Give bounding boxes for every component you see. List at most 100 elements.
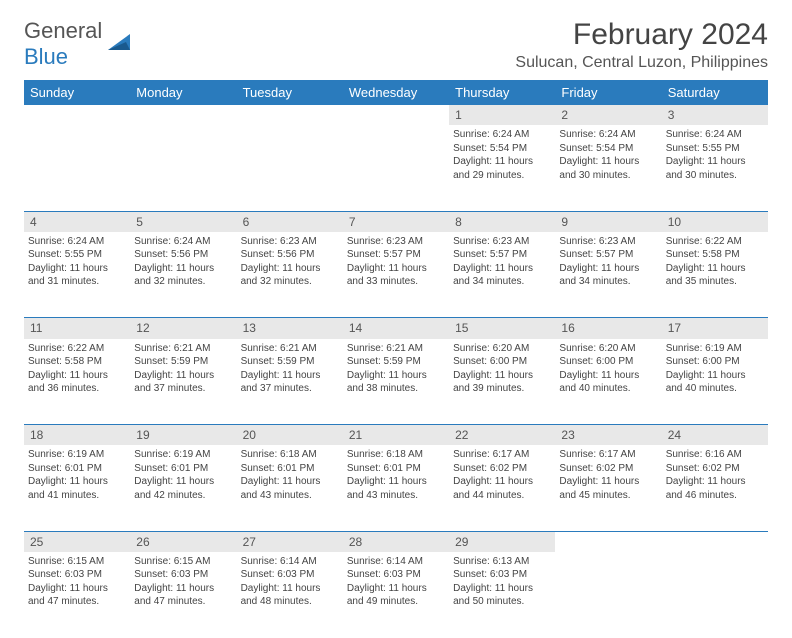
sunset-text: Sunset: 6:02 PM	[559, 462, 657, 476]
day-number-cell: 7	[343, 211, 449, 232]
title-block: February 2024 Sulucan, Central Luzon, Ph…	[515, 18, 768, 72]
daylight-text: Daylight: 11 hours and 37 minutes.	[134, 369, 232, 396]
sunset-text: Sunset: 5:59 PM	[347, 355, 445, 369]
daylight-text: Daylight: 11 hours and 49 minutes.	[347, 582, 445, 609]
sunrise-text: Sunrise: 6:17 AM	[453, 448, 551, 462]
daylight-text: Daylight: 11 hours and 33 minutes.	[347, 262, 445, 289]
sunrise-text: Sunrise: 6:22 AM	[666, 235, 764, 249]
daylight-text: Daylight: 11 hours and 42 minutes.	[134, 475, 232, 502]
day-data-cell: Sunrise: 6:23 AMSunset: 5:56 PMDaylight:…	[237, 232, 343, 318]
sunrise-text: Sunrise: 6:20 AM	[559, 342, 657, 356]
sunset-text: Sunset: 6:03 PM	[453, 568, 551, 582]
sunrise-text: Sunrise: 6:24 AM	[666, 128, 764, 142]
location-text: Sulucan, Central Luzon, Philippines	[515, 54, 768, 72]
day-data-cell: Sunrise: 6:18 AMSunset: 6:01 PMDaylight:…	[237, 445, 343, 531]
sunset-text: Sunset: 6:03 PM	[134, 568, 232, 582]
sunrise-text: Sunrise: 6:21 AM	[347, 342, 445, 356]
sunset-text: Sunset: 6:02 PM	[666, 462, 764, 476]
day-number-cell: 14	[343, 318, 449, 339]
day-data-cell: Sunrise: 6:13 AMSunset: 6:03 PMDaylight:…	[449, 552, 555, 638]
day-data-cell: Sunrise: 6:23 AMSunset: 5:57 PMDaylight:…	[449, 232, 555, 318]
daylight-text: Daylight: 11 hours and 50 minutes.	[453, 582, 551, 609]
day-data-cell: Sunrise: 6:24 AMSunset: 5:54 PMDaylight:…	[449, 125, 555, 211]
day-data-cell: Sunrise: 6:24 AMSunset: 5:56 PMDaylight:…	[130, 232, 236, 318]
weekday-header: Wednesday	[343, 80, 449, 105]
daylight-text: Daylight: 11 hours and 45 minutes.	[559, 475, 657, 502]
day-number-cell	[237, 105, 343, 125]
sunrise-text: Sunrise: 6:15 AM	[28, 555, 126, 569]
daylight-text: Daylight: 11 hours and 43 minutes.	[241, 475, 339, 502]
brand-triangle-icon	[108, 32, 134, 57]
day-number-cell: 3	[662, 105, 768, 125]
daylight-text: Daylight: 11 hours and 31 minutes.	[28, 262, 126, 289]
day-data-cell: Sunrise: 6:17 AMSunset: 6:02 PMDaylight:…	[449, 445, 555, 531]
calendar-table: Sunday Monday Tuesday Wednesday Thursday…	[24, 80, 768, 638]
sunrise-text: Sunrise: 6:23 AM	[347, 235, 445, 249]
sunset-text: Sunset: 6:03 PM	[28, 568, 126, 582]
day-data-row: Sunrise: 6:15 AMSunset: 6:03 PMDaylight:…	[24, 552, 768, 638]
weekday-header: Monday	[130, 80, 236, 105]
day-number-row: 11121314151617	[24, 318, 768, 339]
day-data-cell: Sunrise: 6:21 AMSunset: 5:59 PMDaylight:…	[237, 339, 343, 425]
day-number-cell	[343, 105, 449, 125]
day-number-cell: 1	[449, 105, 555, 125]
sunrise-text: Sunrise: 6:24 AM	[28, 235, 126, 249]
day-number-cell: 23	[555, 425, 661, 446]
sunrise-text: Sunrise: 6:22 AM	[28, 342, 126, 356]
day-number-row: 18192021222324	[24, 425, 768, 446]
sunset-text: Sunset: 6:01 PM	[347, 462, 445, 476]
sunrise-text: Sunrise: 6:23 AM	[453, 235, 551, 249]
sunset-text: Sunset: 5:56 PM	[241, 248, 339, 262]
sunrise-text: Sunrise: 6:14 AM	[241, 555, 339, 569]
day-number-cell: 17	[662, 318, 768, 339]
sunrise-text: Sunrise: 6:24 AM	[453, 128, 551, 142]
day-data-cell	[662, 552, 768, 638]
weekday-header-row: Sunday Monday Tuesday Wednesday Thursday…	[24, 80, 768, 105]
day-data-cell: Sunrise: 6:24 AMSunset: 5:54 PMDaylight:…	[555, 125, 661, 211]
day-data-row: Sunrise: 6:22 AMSunset: 5:58 PMDaylight:…	[24, 339, 768, 425]
sunset-text: Sunset: 5:55 PM	[666, 142, 764, 156]
day-number-cell: 6	[237, 211, 343, 232]
daylight-text: Daylight: 11 hours and 44 minutes.	[453, 475, 551, 502]
sunrise-text: Sunrise: 6:19 AM	[28, 448, 126, 462]
daylight-text: Daylight: 11 hours and 36 minutes.	[28, 369, 126, 396]
weekday-header: Tuesday	[237, 80, 343, 105]
day-number-cell: 21	[343, 425, 449, 446]
sunset-text: Sunset: 6:01 PM	[28, 462, 126, 476]
sunset-text: Sunset: 5:57 PM	[347, 248, 445, 262]
day-number-cell: 5	[130, 211, 236, 232]
sunrise-text: Sunrise: 6:24 AM	[559, 128, 657, 142]
day-data-cell: Sunrise: 6:22 AMSunset: 5:58 PMDaylight:…	[24, 339, 130, 425]
sunset-text: Sunset: 6:00 PM	[666, 355, 764, 369]
daylight-text: Daylight: 11 hours and 38 minutes.	[347, 369, 445, 396]
sunset-text: Sunset: 6:00 PM	[559, 355, 657, 369]
day-data-cell: Sunrise: 6:24 AMSunset: 5:55 PMDaylight:…	[24, 232, 130, 318]
sunset-text: Sunset: 5:59 PM	[134, 355, 232, 369]
day-data-cell	[24, 125, 130, 211]
sunset-text: Sunset: 6:03 PM	[347, 568, 445, 582]
month-title: February 2024	[515, 18, 768, 52]
sunrise-text: Sunrise: 6:16 AM	[666, 448, 764, 462]
sunset-text: Sunset: 5:54 PM	[559, 142, 657, 156]
day-data-cell	[130, 125, 236, 211]
sunrise-text: Sunrise: 6:15 AM	[134, 555, 232, 569]
day-data-cell: Sunrise: 6:23 AMSunset: 5:57 PMDaylight:…	[555, 232, 661, 318]
day-number-cell: 26	[130, 531, 236, 552]
day-number-cell: 12	[130, 318, 236, 339]
sunrise-text: Sunrise: 6:13 AM	[453, 555, 551, 569]
weekday-header: Friday	[555, 80, 661, 105]
brand-blue: Blue	[24, 44, 68, 69]
day-data-cell: Sunrise: 6:20 AMSunset: 6:00 PMDaylight:…	[449, 339, 555, 425]
daylight-text: Daylight: 11 hours and 29 minutes.	[453, 155, 551, 182]
day-number-row: 123	[24, 105, 768, 125]
sunset-text: Sunset: 5:55 PM	[28, 248, 126, 262]
day-data-cell: Sunrise: 6:14 AMSunset: 6:03 PMDaylight:…	[237, 552, 343, 638]
sunset-text: Sunset: 5:56 PM	[134, 248, 232, 262]
day-number-cell: 20	[237, 425, 343, 446]
daylight-text: Daylight: 11 hours and 43 minutes.	[347, 475, 445, 502]
daylight-text: Daylight: 11 hours and 30 minutes.	[559, 155, 657, 182]
daylight-text: Daylight: 11 hours and 48 minutes.	[241, 582, 339, 609]
sunrise-text: Sunrise: 6:24 AM	[134, 235, 232, 249]
sunrise-text: Sunrise: 6:19 AM	[134, 448, 232, 462]
sunrise-text: Sunrise: 6:19 AM	[666, 342, 764, 356]
